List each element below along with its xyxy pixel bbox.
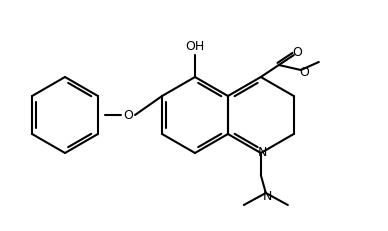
Text: OH: OH xyxy=(185,40,204,53)
Text: N: N xyxy=(258,145,267,158)
Text: O: O xyxy=(299,66,309,79)
Text: N: N xyxy=(263,190,272,203)
Text: O: O xyxy=(292,46,302,59)
Text: O: O xyxy=(123,109,133,122)
